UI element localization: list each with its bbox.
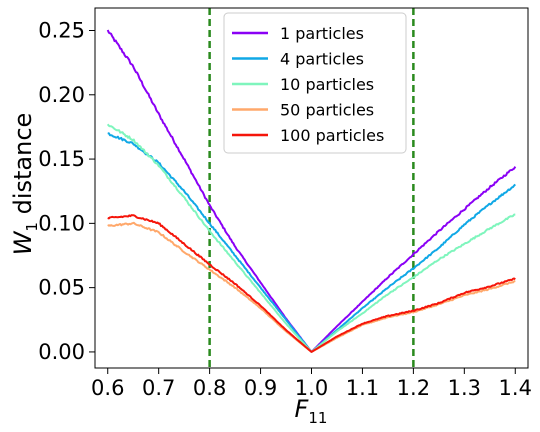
x-axis-label: F11 (295, 395, 328, 427)
reference-lines (208, 8, 415, 368)
legend-label: 50 particles (280, 101, 374, 120)
y-tick-label: 0.05 (38, 276, 85, 300)
y-tick-label: 0.00 (38, 340, 85, 364)
x-tick-label: 1.2 (397, 376, 430, 400)
x-tick-label: 0.8 (193, 376, 226, 400)
series-line-4 (107, 214, 516, 353)
y-tick-label: 0.15 (38, 147, 85, 171)
legend-label: 4 particles (280, 50, 364, 69)
x-tick-label: 1.4 (499, 376, 532, 400)
y-axis-label: W1 distance (9, 113, 41, 256)
legend-label: 10 particles (280, 75, 374, 94)
x-tick-label: 0.6 (91, 376, 124, 400)
x-tick-label: 1.3 (448, 376, 481, 400)
legend-box (223, 12, 407, 154)
legend-label: 1 particles (280, 24, 364, 43)
y-tick-label: 0.20 (38, 83, 85, 107)
axes: 0.6 0.7 0.8 0.9 1.0 1.1 1.2 1.3 1.4 0.00 0.05 0.10 0… (38, 7, 532, 400)
x-tick-label: 1.0 (295, 376, 328, 400)
x-tick-label: 1.1 (346, 376, 379, 400)
x-tick-label: 0.7 (142, 376, 175, 400)
legend: 1 particles 4 particles 10 particles 50 par… (223, 12, 407, 154)
y-tick-label: 0.25 (38, 19, 85, 43)
x-tick-label: 0.9 (244, 376, 277, 400)
series-lines (106, 29, 517, 353)
y-tick-label: 0.10 (38, 211, 85, 235)
legend-label: 100 particles (280, 126, 384, 145)
